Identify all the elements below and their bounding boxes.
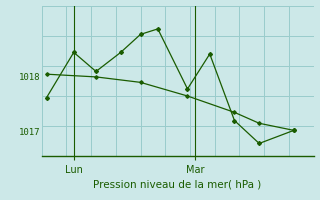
X-axis label: Pression niveau de la mer( hPa ): Pression niveau de la mer( hPa ) bbox=[93, 179, 262, 189]
